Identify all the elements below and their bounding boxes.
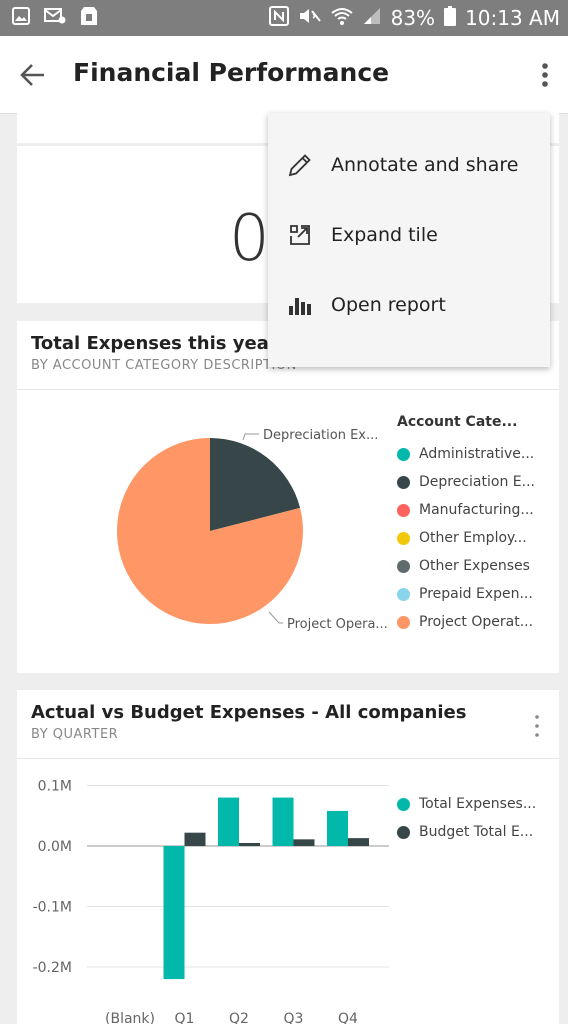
legend-label: Prepaid Expen...: [419, 586, 533, 602]
bar-chart-tile[interactable]: Actual vs Budget Expenses - All companie…: [17, 690, 559, 1024]
wifi-icon: [330, 6, 353, 31]
page-title: Financial Performance: [73, 58, 390, 87]
pie-slice[interactable]: [210, 438, 301, 531]
legend-swatch: [397, 797, 410, 811]
clock: 10:13 AM: [465, 6, 560, 30]
legend-item[interactable]: Total Expenses...: [397, 790, 536, 818]
legend-label: Manufacturing...: [419, 502, 534, 518]
divider: [17, 758, 559, 759]
legend-item[interactable]: Prepaid Expen...: [397, 580, 535, 608]
legend-title: Account Cate...: [397, 414, 518, 430]
legend-swatch: [397, 503, 410, 517]
signal-icon: [362, 6, 382, 31]
pie-slice[interactable]: [116, 438, 303, 624]
status-bar: 83% 10:13 AM: [0, 0, 568, 36]
tile-options-menu: Annotate and share Expand tile Open repo…: [268, 113, 550, 367]
legend-label: Other Expenses: [419, 558, 530, 574]
legend-label: Administrative...: [419, 446, 535, 462]
y-tick-label: -0.1M: [33, 900, 72, 916]
legend-swatch: [397, 559, 410, 573]
x-tick-label: Q4: [338, 1011, 358, 1024]
storage-icon: [80, 6, 98, 30]
battery-percent: 83%: [390, 6, 436, 30]
more-vert-icon: [542, 63, 548, 87]
legend-item[interactable]: Administrative...: [397, 440, 535, 468]
legend-label: Project Operat...: [419, 614, 534, 630]
pie-chart: Depreciation Ex... Project Opera...: [116, 428, 388, 632]
legend-swatch: [397, 587, 410, 601]
tile-subtitle: BY QUARTER: [31, 727, 119, 742]
pie-data-label: Depreciation Ex...: [263, 428, 378, 443]
pie-legend: Account Cate... Administrative... Depreci…: [397, 414, 535, 636]
bar-legend: Total Expenses... Budget Total E...: [397, 790, 536, 846]
bar[interactable]: [293, 839, 315, 846]
y-tick-label: 0.0M: [38, 839, 72, 855]
x-tick-label: Q3: [284, 1011, 304, 1024]
bar-chart-icon: [287, 292, 313, 318]
pie-data-label: Project Opera...: [287, 617, 388, 632]
bar[interactable]: [163, 846, 185, 980]
menu-item-expand-tile[interactable]: Expand tile: [268, 200, 550, 270]
legend-item[interactable]: Depreciation E...: [397, 468, 535, 496]
legend-item[interactable]: Other Expenses: [397, 552, 535, 580]
bar[interactable]: [327, 810, 348, 846]
pie-leader-line: [242, 433, 259, 441]
menu-item-open-report[interactable]: Open report: [268, 270, 550, 340]
mute-icon: [298, 6, 322, 31]
email-icon: [44, 7, 66, 29]
legend-swatch: [397, 475, 410, 489]
legend-item[interactable]: Other Employ...: [397, 524, 535, 552]
kpi-value: 0: [229, 202, 270, 276]
tile-title: Actual vs Budget Expenses - All companie…: [31, 702, 467, 723]
bar-chart: 0.1M 0.0M -0.1M -0.2M (Blank) Q1 Q2 Q3 Q4: [33, 779, 389, 1024]
y-tick-label: -0.2M: [33, 960, 72, 976]
legend-label: Depreciation E...: [419, 474, 535, 490]
legend-label: Budget Total E...: [419, 824, 534, 840]
legend-item[interactable]: Budget Total E...: [397, 818, 536, 846]
back-button[interactable]: [18, 60, 50, 90]
app-bar: Financial Performance: [0, 36, 568, 114]
gallery-icon: [12, 7, 30, 29]
menu-item-label: Expand tile: [331, 224, 438, 246]
menu-item-label: Annotate and share: [331, 154, 519, 176]
battery-icon: [444, 5, 457, 31]
back-arrow-icon: [20, 64, 44, 86]
x-tick-label: Q1: [175, 1011, 195, 1024]
bar[interactable]: [239, 842, 260, 846]
pie-leader-line: [268, 611, 283, 624]
legend-swatch: [397, 615, 410, 629]
bar[interactable]: [272, 797, 294, 846]
bar[interactable]: [218, 797, 239, 846]
more-vert-icon: [535, 715, 539, 737]
tile-title: Total Expenses this year: [31, 333, 278, 354]
x-tick-label: Q2: [229, 1011, 249, 1024]
legend-swatch: [397, 825, 410, 839]
tile-subtitle: BY ACCOUNT CATEGORY DESCRIPTION: [31, 358, 297, 373]
x-tick-label: (Blank): [105, 1011, 155, 1024]
legend-label: Other Employ...: [419, 530, 527, 546]
more-options-button[interactable]: [536, 62, 554, 88]
tile-more-button[interactable]: [533, 714, 541, 738]
bar[interactable]: [184, 832, 206, 846]
menu-item-label: Open report: [331, 294, 446, 316]
legend-swatch: [397, 447, 410, 461]
y-tick-label: 0.1M: [38, 779, 72, 795]
pencil-icon: [287, 152, 313, 178]
nfc-icon: [268, 5, 289, 31]
pie-chart-tile[interactable]: Total Expenses this year BY ACCOUNT CATE…: [17, 321, 559, 673]
legend-label: Total Expenses...: [419, 796, 537, 812]
legend-item[interactable]: Project Operat...: [397, 608, 535, 636]
expand-icon: [287, 222, 313, 248]
bar[interactable]: [348, 838, 369, 846]
divider: [17, 389, 559, 390]
legend-item[interactable]: Manufacturing...: [397, 496, 535, 524]
menu-item-annotate-and-share[interactable]: Annotate and share: [268, 130, 550, 200]
legend-swatch: [397, 531, 410, 545]
